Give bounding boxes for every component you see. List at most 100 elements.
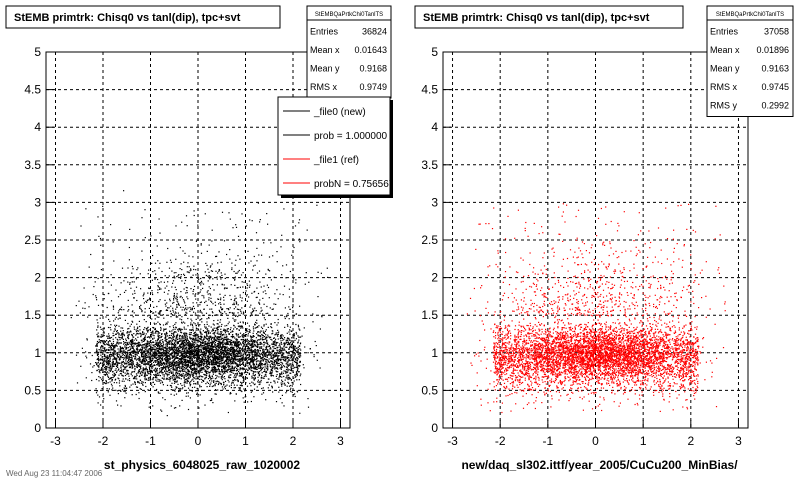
scatter-point <box>278 376 280 378</box>
scatter-point <box>150 350 152 352</box>
scatter-point <box>213 336 215 338</box>
scatter-point <box>75 305 77 307</box>
scatter-point <box>253 379 255 381</box>
scatter-point <box>121 380 123 382</box>
scatter-point <box>157 350 159 352</box>
scatter-point <box>180 368 183 370</box>
scatter-point <box>124 388 126 390</box>
scatter-point <box>235 338 237 340</box>
scatter-point <box>285 346 287 348</box>
scatter-point <box>215 369 217 371</box>
scatter-point <box>198 340 200 342</box>
scatter-point <box>224 366 226 368</box>
scatter-point <box>147 315 149 317</box>
scatter-point <box>154 374 156 376</box>
scatter-point <box>124 386 126 388</box>
scatter-point <box>192 373 194 375</box>
scatter-point <box>139 369 141 371</box>
scatter-point <box>290 384 292 387</box>
scatter-point <box>96 333 98 336</box>
scatter-point <box>245 295 248 297</box>
scatter-point <box>191 369 193 371</box>
scatter-point <box>266 213 268 215</box>
scatter-point <box>160 361 162 363</box>
scatter-point <box>248 296 250 298</box>
scatter-point <box>124 363 126 365</box>
scatter-point <box>208 346 210 348</box>
scatter-point <box>229 359 231 361</box>
scatter-point <box>250 369 252 372</box>
scatter-point <box>190 268 192 270</box>
scatter-point <box>202 360 204 362</box>
scatter-point <box>265 360 267 362</box>
scatter-point <box>160 349 162 351</box>
scatter-point <box>153 348 155 351</box>
scatter-point <box>233 347 235 349</box>
scatter-point <box>258 370 260 373</box>
scatter-point <box>261 343 263 345</box>
scatter-point <box>256 260 258 262</box>
scatter-point <box>240 368 242 370</box>
scatter-point <box>194 371 196 373</box>
scatter-point <box>182 351 185 353</box>
scatter-point <box>228 381 230 383</box>
scatter-point <box>147 379 149 381</box>
scatter-point <box>243 388 245 390</box>
scatter-point <box>232 382 234 384</box>
scatter-point <box>250 391 252 393</box>
scatter-point <box>226 371 229 373</box>
scatter-point <box>170 370 172 372</box>
scatter-point <box>200 362 202 364</box>
scatter-point <box>199 359 201 361</box>
scatter-point <box>131 357 133 359</box>
scatter-point <box>220 311 222 313</box>
scatter-point <box>131 350 133 352</box>
scatter-point <box>280 361 282 363</box>
scatter-point <box>137 364 139 366</box>
scatter-point <box>127 350 129 352</box>
scatter-point <box>246 361 248 363</box>
scatter-point <box>144 372 146 374</box>
scatter-point <box>144 311 146 313</box>
scatter-point <box>101 345 103 348</box>
scatter-point <box>156 350 158 352</box>
scatter-point <box>165 336 167 338</box>
scatter-point <box>258 371 260 374</box>
scatter-point <box>179 405 181 407</box>
scatter-point <box>289 347 291 349</box>
scatter-point <box>147 364 149 366</box>
scatter-point <box>230 331 232 333</box>
scatter-point <box>177 330 180 332</box>
scatter-point <box>129 361 131 363</box>
scatter-point <box>195 346 197 348</box>
scatter-point <box>216 351 218 353</box>
scatter-point <box>234 387 236 389</box>
scatter-point <box>138 320 140 322</box>
scatter-point <box>260 381 262 383</box>
scatter-point <box>259 355 261 358</box>
scatter-point <box>214 393 216 395</box>
scatter-point <box>291 370 293 372</box>
scatter-point <box>257 202 259 204</box>
scatter-point <box>220 362 222 364</box>
scatter-point <box>209 275 211 278</box>
scatter-point <box>233 308 235 310</box>
scatter-point <box>214 344 216 346</box>
scatter-point <box>173 394 175 396</box>
scatter-point <box>154 323 156 325</box>
scatter-point <box>192 274 194 276</box>
scatter-point <box>160 288 162 290</box>
scatter-point <box>182 335 184 337</box>
scatter-point <box>282 294 284 296</box>
scatter-point <box>133 333 135 335</box>
scatter-point <box>110 349 112 351</box>
scatter-point <box>198 373 200 375</box>
scatter-point <box>147 362 149 364</box>
scatter-point <box>146 301 148 303</box>
scatter-point <box>179 377 181 379</box>
scatter-point <box>240 358 242 360</box>
scatter-point <box>191 323 193 325</box>
scatter-point <box>244 389 246 391</box>
scatter-point <box>290 341 292 343</box>
scatter-point <box>163 346 165 349</box>
